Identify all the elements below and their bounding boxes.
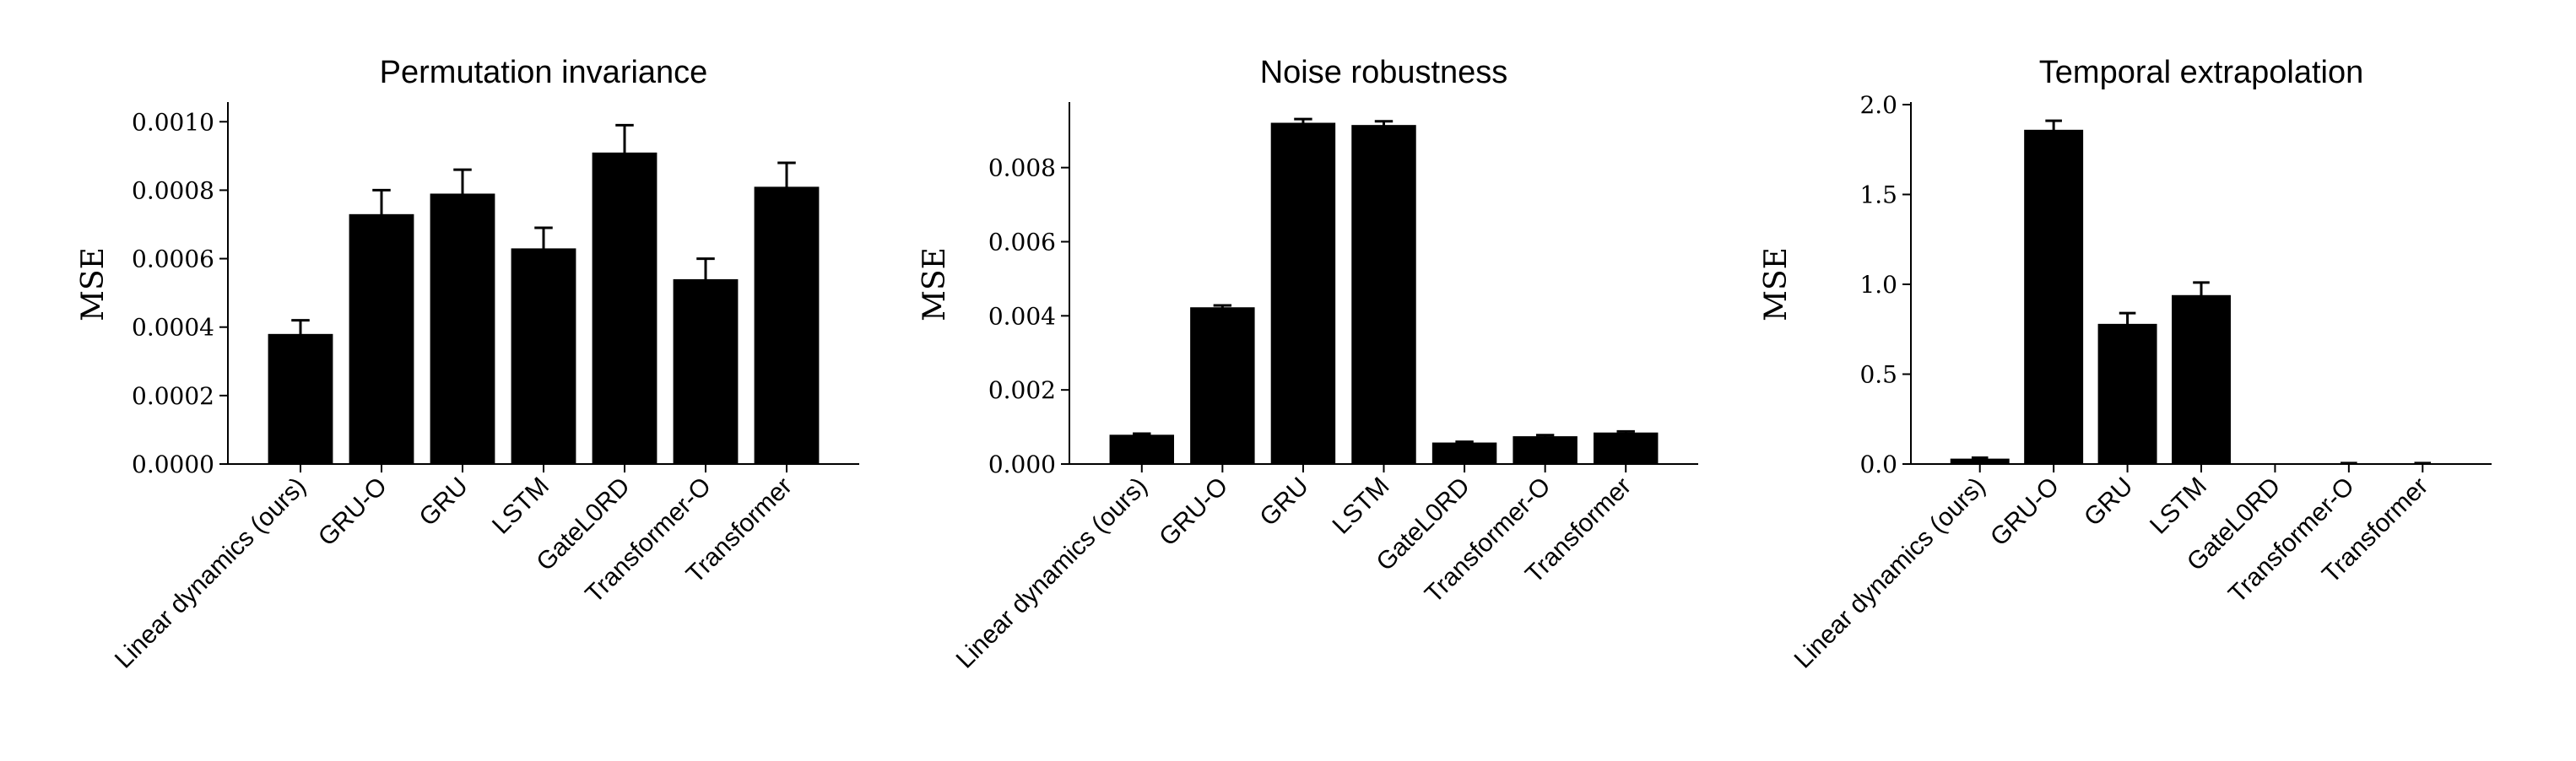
bar <box>268 333 333 464</box>
y-tick-label: 0.0008 <box>132 176 214 204</box>
bar <box>592 152 658 465</box>
chart-panel-3: Temporal extrapolation MSE 0.0 0.5 1.0 1.5 2.0… <box>1759 55 2492 674</box>
y-tick-label: 0.0000 <box>132 451 214 478</box>
y-tick-label: 0.0006 <box>132 246 214 273</box>
x-tick-label: GRU-O <box>1985 472 2065 552</box>
error-bar <box>1374 120 1394 129</box>
bar <box>754 186 820 464</box>
y-axis-label: MSE <box>76 247 111 321</box>
y-axis-label: MSE <box>917 247 952 321</box>
x-tick-label: Linear dynamics (ours) <box>951 472 1153 674</box>
bar <box>349 213 414 465</box>
x-tick-label: LSTM <box>487 472 555 540</box>
x-tick-label: Linear dynamics (ours) <box>1789 472 1991 674</box>
error-bar <box>1971 456 1989 460</box>
bar <box>1190 307 1255 464</box>
error-bar <box>534 226 553 269</box>
error-bar <box>2414 461 2432 465</box>
bar <box>1270 122 1336 464</box>
bar <box>2024 129 2084 464</box>
y-tick-label: 1.0 <box>1859 271 1897 299</box>
error-bar <box>2193 281 2210 308</box>
y-tick-label: 0.004 <box>988 302 1056 330</box>
bar <box>430 193 495 464</box>
x-tick-label: LSTM <box>1328 472 1395 540</box>
y-tick-label: 1.5 <box>1859 181 1897 209</box>
y-tick-label: 2.0 <box>1859 91 1897 119</box>
error-bar <box>372 188 391 239</box>
bar <box>1431 442 1497 464</box>
error-bar <box>453 168 472 218</box>
bar <box>2172 294 2231 464</box>
bar <box>2097 323 2157 464</box>
error-bar <box>777 161 796 211</box>
x-tick-label: GRU-O <box>1154 472 1233 552</box>
error-bar <box>2341 461 2357 465</box>
error-bar <box>1616 429 1635 434</box>
x-tick-label: LSTM <box>2145 472 2212 540</box>
bar <box>1593 432 1659 464</box>
bar <box>673 278 739 464</box>
x-tick-label: Linear dynamics (ours) <box>110 472 311 674</box>
error-bar <box>1294 117 1312 127</box>
y-tick-label: 0.0004 <box>132 314 214 342</box>
error-bar <box>1535 434 1555 438</box>
y-axis-label: MSE <box>1759 247 1794 321</box>
y-tick-label: 0.002 <box>988 376 1056 404</box>
error-bar <box>2045 119 2062 139</box>
bar <box>1513 436 1578 464</box>
y-tick-label: 0.0010 <box>132 108 214 136</box>
x-tick-label: GRU <box>414 472 473 532</box>
x-tick-label: Transformer-O <box>2223 472 2360 609</box>
bar <box>511 248 576 464</box>
error-bar <box>291 319 310 348</box>
x-tick-label: GRU <box>2079 472 2138 532</box>
error-bar <box>1455 440 1474 444</box>
error-bar <box>696 257 715 300</box>
y-tick-label: 0.0 <box>1859 451 1897 478</box>
chart-title: Permutation invariance <box>380 55 708 90</box>
y-tick-label: 0.006 <box>988 228 1056 256</box>
x-tick-label: GRU <box>1254 472 1313 532</box>
error-bar <box>2119 311 2136 335</box>
y-tick-label: 0.0002 <box>132 382 214 410</box>
chart-title: Noise robustness <box>1260 55 1508 90</box>
bar <box>1351 125 1416 464</box>
error-bar <box>615 123 634 181</box>
error-bar <box>1213 304 1232 310</box>
chart-panel-1: Permutation invariance MSE 0.0000 0.0002 0.0… <box>76 55 859 674</box>
y-tick-label: 0.008 <box>988 154 1056 182</box>
error-bar <box>1133 432 1151 436</box>
y-tick-label: 0.000 <box>988 451 1056 478</box>
chart-title: Temporal extrapolation <box>2039 55 2363 90</box>
bar <box>1950 458 2010 464</box>
x-tick-label: GRU-O <box>313 472 392 552</box>
bar <box>1109 434 1175 464</box>
y-tick-label: 0.5 <box>1859 361 1897 389</box>
chart-panel-2: Noise robustness MSE 0.000 0.002 0.004 0.006 0… <box>917 55 1698 674</box>
